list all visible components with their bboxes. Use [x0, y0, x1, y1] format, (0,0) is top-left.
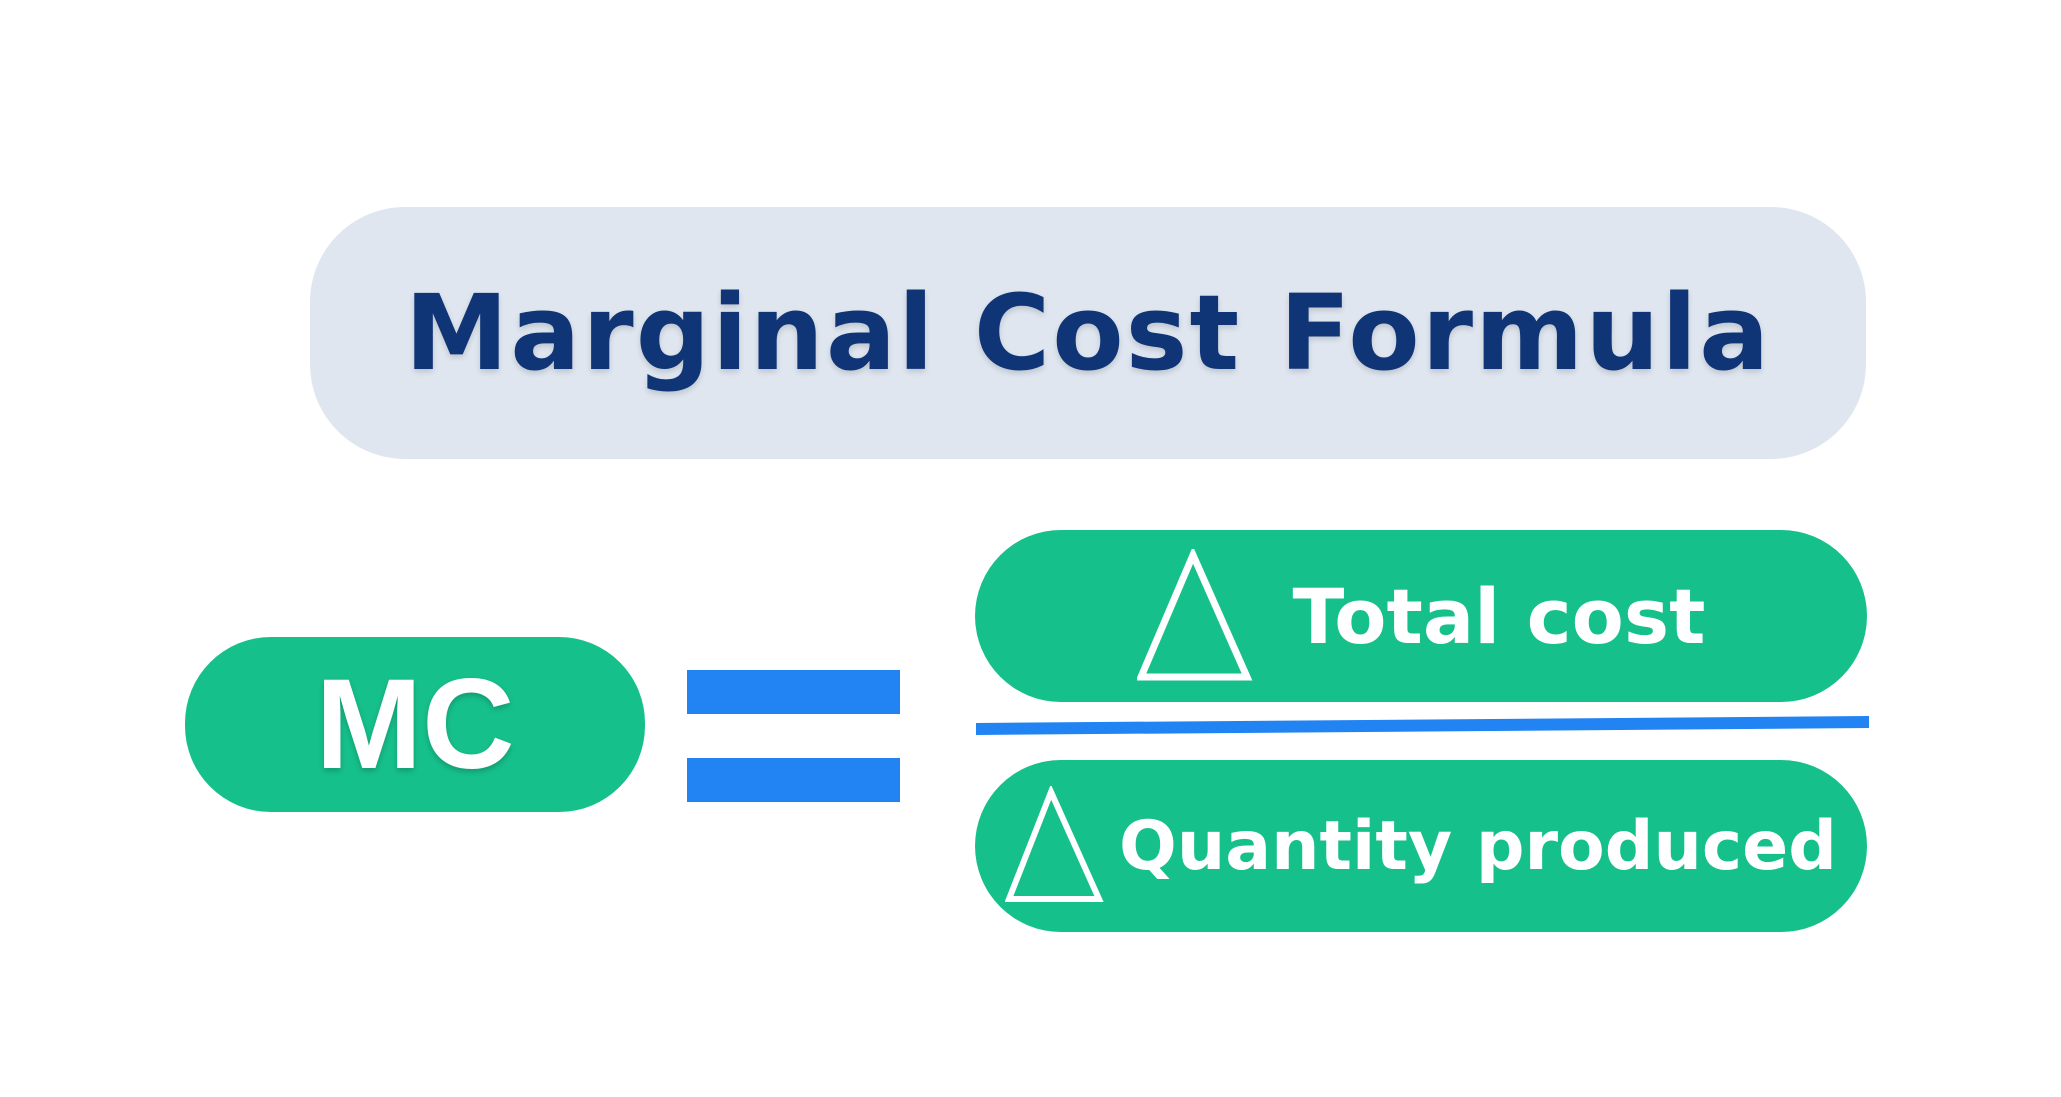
page-title: Marginal Cost Formula: [404, 272, 1772, 394]
numerator-pill: Total cost: [975, 530, 1867, 702]
mc-pill: MC: [185, 637, 645, 812]
mc-label: MC: [315, 653, 515, 796]
delta-triangle-icon: [1005, 786, 1104, 902]
denominator-label: Quantity produced: [1119, 806, 1837, 886]
delta-triangle-icon: [1136, 548, 1252, 680]
numerator-label: Total cost: [1292, 571, 1706, 661]
equals-bar-bottom: [687, 758, 900, 802]
denominator-pill: Quantity produced: [975, 760, 1867, 932]
equals-bar-top: [687, 670, 900, 714]
title-banner: Marginal Cost Formula: [310, 207, 1866, 459]
